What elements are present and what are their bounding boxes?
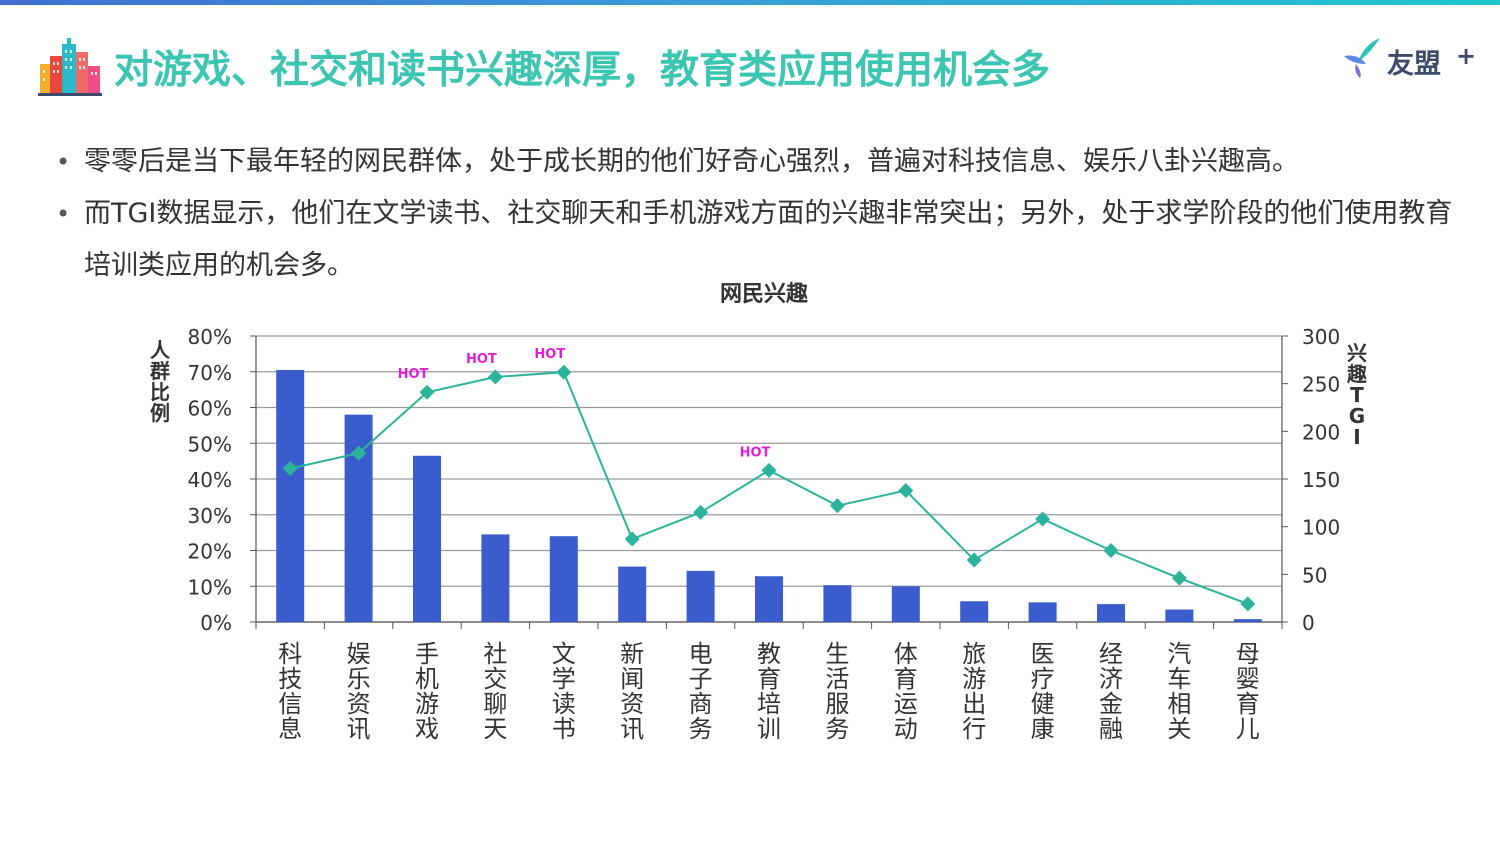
y-tick-label: 70% [188,361,232,385]
x-tick-label: 文学读书 [552,640,576,743]
umeng-bird-icon [1344,38,1380,78]
x-tick-label: 娱乐资讯 [347,640,371,743]
bar-series [276,369,1262,622]
y-tick-label: 40% [188,468,232,492]
x-tick-label: 电子商务 [689,640,713,743]
x-tick-label: 体育运动 [894,640,918,743]
y2-tick-label: 50 [1302,563,1327,587]
bar [276,369,305,622]
bar [960,601,989,622]
tgi-point [624,531,640,547]
tgi-point [282,461,298,477]
y-tick-label: 10% [188,575,232,599]
bar [1233,619,1262,622]
x-tick-label: 教育培训 [757,640,781,743]
tgi-point [1240,596,1256,612]
top-accent-bar [0,0,1500,5]
y2-tick-label: 200 [1302,420,1340,444]
hot-annotation: HOT [466,352,497,367]
bar [1097,604,1125,622]
tgi-point [693,504,709,520]
bar [1165,609,1194,622]
y-tick-label: 80% [188,325,232,349]
x-tick-label: 生活服务 [825,640,849,743]
tgi-point [556,364,572,380]
y2-tick-label: 300 [1302,325,1340,349]
bar [549,536,578,622]
chart-title: 网民兴趣 [720,281,808,307]
city-buildings-icon [38,38,102,96]
bar [755,576,783,622]
bar [823,585,852,622]
bar [481,534,510,622]
x-tick-label: 科技信息 [278,640,302,743]
tgi-point [829,498,845,514]
x-tick-label: 经济金融 [1099,640,1123,743]
bullet-text: 零零后是当下最年轻的网民群体，处于成长期的他们好奇心强烈，普遍对科技信息、娱乐八… [84,146,1299,177]
tgi-point [419,384,435,400]
y-tick-label: 50% [188,432,232,456]
y2-tick-label: 100 [1302,516,1340,540]
y2-axis-title: 兴趣 T G I [1346,341,1368,449]
tgi-point [487,369,503,385]
y-tick-label: 60% [188,397,232,421]
x-tick-label: 旅游出行 [962,640,986,743]
bullet-item: • 而TGI数据显示，他们在文学读书、社交聊天和手机游戏方面的兴趣非常突出；另外… [56,188,1476,292]
bar [1028,602,1057,622]
x-tick-label: 医疗健康 [1031,640,1055,743]
page-title: 对游戏、社交和读书兴趣深厚，教育类应用使用机会多 [114,48,1051,93]
bar [891,586,920,622]
brand-logo: 友盟 + [1340,34,1480,84]
brand-plus: + [1456,42,1477,70]
x-tick-label: 母婴育儿 [1236,640,1260,743]
axis-labels: 0% 10% 20% 30% 40% 50% 60% 70% 80% 0 50 100 150 200 25… [149,325,1368,743]
hot-annotation: HOT [398,367,429,382]
y2-tick-label: 0 [1302,611,1315,635]
tgi-point [1103,543,1119,558]
y-tick-label: 30% [188,504,232,528]
x-tick-label: 汽车相关 [1167,640,1191,743]
tgi-point [966,552,982,568]
bullet-item: • 零零后是当下最年轻的网民群体，处于成长期的他们好奇心强烈，普遍对科技信息、娱… [56,136,1476,188]
tgi-point [898,482,914,498]
tgi-point [1035,511,1051,527]
x-tick-label: 社交聊天 [483,640,507,743]
x-tick-label: 新闻资讯 [620,640,644,743]
y-tick-label: 20% [188,540,232,564]
y2-tick-label: 150 [1302,468,1340,492]
y2-tick-label: 250 [1302,373,1340,397]
y-tick-label: 0% [200,611,232,635]
bullet-text: 而TGI数据显示，他们在文学读书、社交聊天和手机游戏方面的兴趣非常突出；另外，处… [84,198,1453,281]
tgi-point [351,445,367,461]
y-axis-title: 人群比例 [149,338,171,425]
bar [686,570,715,622]
bullet-dot-icon: • [56,148,71,176]
bar [413,455,441,622]
tgi-line-series [282,364,1256,612]
tgi-point [1171,570,1187,586]
bullet-dot-icon: • [56,200,71,228]
tgi-point [761,462,777,478]
x-tick-label: 手机游戏 [415,640,439,743]
bullet-list: • 零零后是当下最年轻的网民群体，处于成长期的他们好奇心强烈，普遍对科技信息、娱… [56,136,1476,292]
hot-annotation: HOT [740,445,771,460]
bar [618,566,647,622]
brand-name: 友盟 [1387,49,1441,80]
hot-annotation: HOT [534,347,565,362]
